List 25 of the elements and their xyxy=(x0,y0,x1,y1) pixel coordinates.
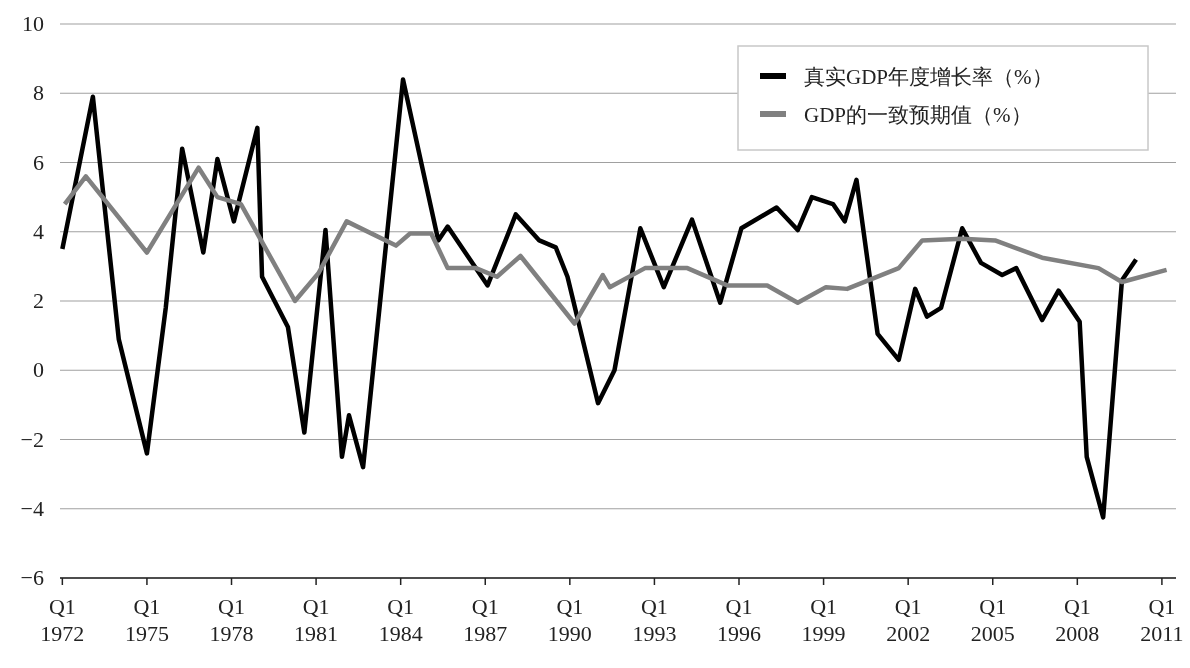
x-tick-label: Q1 1996 xyxy=(717,594,761,646)
legend-label: GDP的一致预期值（%） xyxy=(804,103,1032,127)
y-tick-label: 8 xyxy=(33,80,44,106)
x-tick-label: Q1 2005 xyxy=(970,594,1015,646)
y-tick-label: −2 xyxy=(20,426,44,452)
x-tick-label: Q1 2008 xyxy=(1055,594,1100,646)
x-tick-label: Q1 1999 xyxy=(801,594,846,646)
x-tick-label: Q1 1984 xyxy=(378,594,423,646)
y-tick-label: 6 xyxy=(33,149,44,175)
x-tick-label: Q1 2011 xyxy=(1140,594,1184,646)
legend-label: 真实GDP年度增长率（%） xyxy=(804,65,1053,89)
x-tick-label: Q1 1978 xyxy=(209,594,254,646)
x-tick-label: Q1 1972 xyxy=(40,594,85,646)
x-tick-label: Q1 1987 xyxy=(463,594,508,646)
y-tick-label: 2 xyxy=(33,288,44,313)
y-tick-label: 0 xyxy=(33,357,44,383)
x-tick-label: Q1 1993 xyxy=(632,594,677,646)
x-tick-label: Q1 2002 xyxy=(886,594,931,646)
y-tick-label: −6 xyxy=(20,565,44,590)
y-tick-label: −4 xyxy=(20,495,44,521)
x-tick-label: Q1 1990 xyxy=(547,594,592,646)
y-tick-label: 10 xyxy=(22,11,44,36)
x-tick-label: Q1 1975 xyxy=(124,594,169,646)
y-tick-label: 4 xyxy=(33,218,44,244)
x-tick-label: Q1 1981 xyxy=(294,594,339,646)
